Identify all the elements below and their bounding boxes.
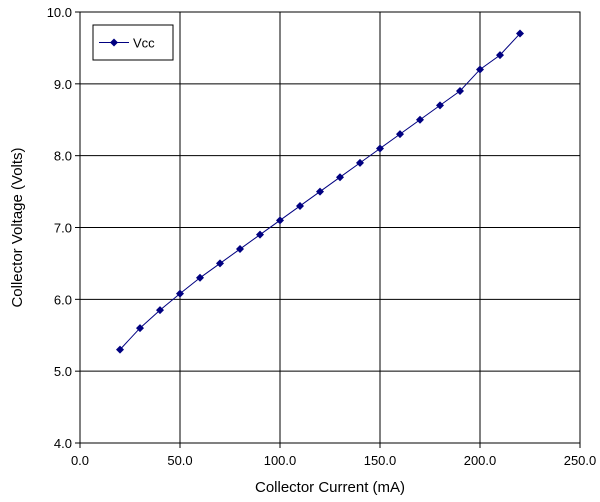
y-tick-label: 6.0 <box>54 292 72 307</box>
y-tick-label: 5.0 <box>54 364 72 379</box>
data-point <box>136 324 144 333</box>
series-layer <box>116 29 524 354</box>
x-tick-label: 250.0 <box>564 453 597 468</box>
y-tick-label: 9.0 <box>54 77 72 92</box>
data-point <box>156 306 164 315</box>
data-point <box>336 173 344 182</box>
data-point <box>276 216 284 225</box>
data-point <box>256 230 264 239</box>
y-tick-label: 7.0 <box>54 221 72 236</box>
data-point <box>296 201 304 210</box>
legend-marker-diamond <box>110 38 118 47</box>
x-tick-label: 0.0 <box>71 453 89 468</box>
data-point <box>456 87 464 96</box>
x-tick-label: 100.0 <box>264 453 297 468</box>
data-point <box>436 101 444 110</box>
data-point <box>496 51 504 60</box>
data-point <box>216 259 224 268</box>
data-point <box>376 144 384 153</box>
y-tick-label: 10.0 <box>47 5 72 20</box>
data-point <box>356 158 364 167</box>
data-point <box>396 130 404 139</box>
x-tick-label: 150.0 <box>364 453 397 468</box>
x-tick-label: 50.0 <box>167 453 192 468</box>
legend-label: Vcc <box>133 36 155 51</box>
data-point <box>476 65 484 74</box>
grid <box>80 12 580 443</box>
data-point <box>116 345 124 354</box>
x-axis-title: Collector Current (mA) <box>255 479 405 496</box>
data-point <box>416 115 424 124</box>
legend: Vcc <box>92 24 174 61</box>
y-axis-title: Collector Voltage (Volts) <box>9 147 26 307</box>
data-point <box>196 273 204 282</box>
y-tick-label: 8.0 <box>54 149 72 164</box>
data-point <box>516 29 524 38</box>
data-point <box>316 187 324 196</box>
axis-ticks: 0.0 50.0 100.0 150.0 200.0 250.0 4.0 5.0 6.0 7.0 8… <box>47 5 597 468</box>
x-tick-label: 200.0 <box>464 453 497 468</box>
data-point <box>236 245 244 254</box>
y-tick-label: 4.0 <box>54 436 72 451</box>
data-point <box>176 289 184 298</box>
